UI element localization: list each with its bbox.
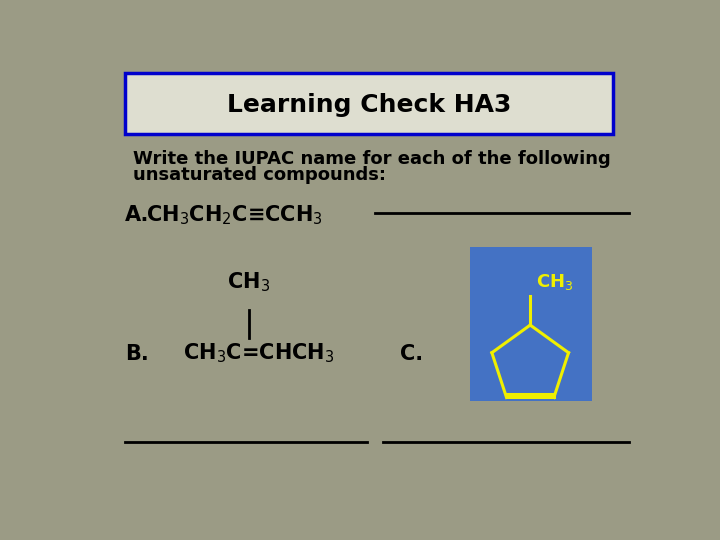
Text: CH$_3$: CH$_3$ [228, 271, 271, 294]
Text: A.: A. [125, 205, 149, 225]
Text: CH$_3$CH$_2$C≡CCH$_3$: CH$_3$CH$_2$C≡CCH$_3$ [145, 203, 323, 227]
Text: Learning Check HA3: Learning Check HA3 [227, 93, 511, 117]
Text: Write the IUPAC name for each of the following: Write the IUPAC name for each of the fol… [132, 150, 611, 167]
Text: B.: B. [125, 343, 148, 363]
Text: C.: C. [400, 343, 423, 363]
Text: CH$_3$C=CHCH$_3$: CH$_3$C=CHCH$_3$ [183, 342, 335, 366]
Text: CH$_3$: CH$_3$ [536, 272, 574, 292]
Bar [125, 72, 613, 134]
Bar [469, 247, 593, 401]
Text: unsaturated compounds:: unsaturated compounds: [132, 166, 386, 185]
